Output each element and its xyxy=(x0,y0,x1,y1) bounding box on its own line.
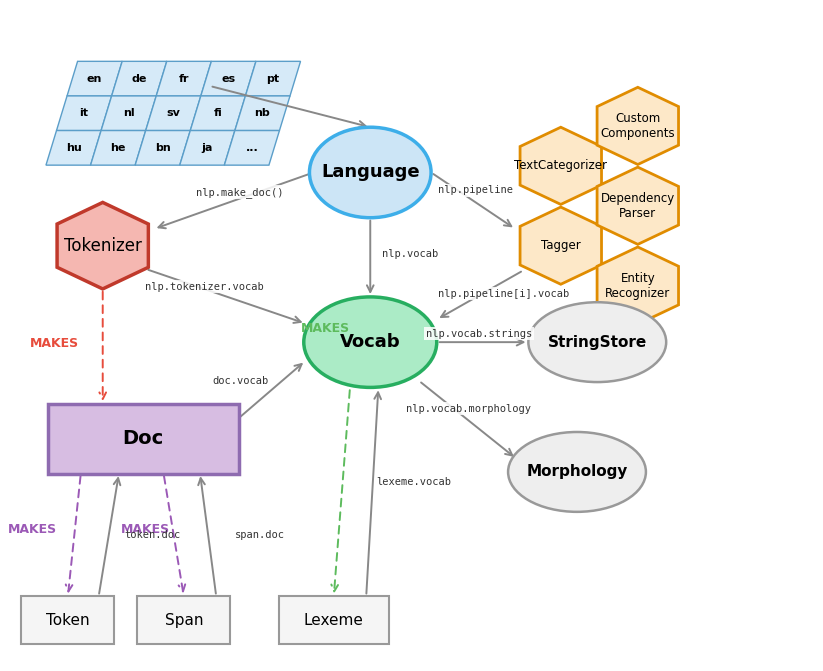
Text: MAKES: MAKES xyxy=(121,523,170,536)
FancyBboxPatch shape xyxy=(279,597,388,644)
FancyBboxPatch shape xyxy=(21,597,114,644)
Text: Tagger: Tagger xyxy=(541,239,581,252)
Text: en: en xyxy=(87,74,102,84)
Polygon shape xyxy=(190,96,245,131)
Text: token.doc: token.doc xyxy=(124,530,181,540)
Text: MAKES: MAKES xyxy=(7,523,57,536)
Text: MAKES: MAKES xyxy=(301,322,351,336)
Text: ja: ja xyxy=(202,143,213,153)
Text: nlp.make_doc(): nlp.make_doc() xyxy=(196,187,283,198)
Polygon shape xyxy=(57,203,148,289)
Polygon shape xyxy=(57,96,112,131)
Text: nlp.vocab.strings: nlp.vocab.strings xyxy=(425,329,532,338)
Polygon shape xyxy=(46,131,101,165)
Text: Custom
Components: Custom Components xyxy=(601,112,675,140)
Polygon shape xyxy=(235,96,290,131)
Text: Doc: Doc xyxy=(123,429,164,448)
Text: pt: pt xyxy=(267,74,280,84)
Text: Token: Token xyxy=(46,613,90,628)
Ellipse shape xyxy=(304,297,437,387)
Text: hu: hu xyxy=(66,143,81,153)
Text: he: he xyxy=(110,143,126,153)
Text: Dependency
Parser: Dependency Parser xyxy=(601,192,675,219)
Text: it: it xyxy=(80,108,89,118)
Text: Morphology: Morphology xyxy=(527,464,628,479)
Ellipse shape xyxy=(528,302,666,382)
Text: MAKES: MAKES xyxy=(30,337,79,350)
Polygon shape xyxy=(597,87,678,164)
FancyBboxPatch shape xyxy=(48,404,239,474)
Ellipse shape xyxy=(309,127,431,217)
Text: nl: nl xyxy=(123,108,134,118)
Polygon shape xyxy=(101,96,156,131)
Text: es: es xyxy=(221,74,235,84)
Polygon shape xyxy=(597,247,678,324)
Polygon shape xyxy=(146,96,201,131)
Polygon shape xyxy=(245,61,300,96)
Text: TextCategorizer: TextCategorizer xyxy=(514,159,607,172)
Text: span.doc: span.doc xyxy=(235,530,285,540)
Text: nlp.pipeline[i].vocab: nlp.pipeline[i].vocab xyxy=(439,289,570,299)
Polygon shape xyxy=(225,131,280,165)
Text: Language: Language xyxy=(321,164,420,181)
Text: nlp.vocab: nlp.vocab xyxy=(383,250,439,259)
Polygon shape xyxy=(179,131,235,165)
Text: ...: ... xyxy=(245,143,258,153)
Polygon shape xyxy=(520,127,602,205)
Polygon shape xyxy=(135,131,190,165)
Ellipse shape xyxy=(508,432,646,512)
Polygon shape xyxy=(156,61,212,96)
Polygon shape xyxy=(112,61,167,96)
Text: nlp.vocab.morphology: nlp.vocab.morphology xyxy=(406,404,531,414)
Polygon shape xyxy=(91,131,146,165)
Text: Tokenizer: Tokenizer xyxy=(63,237,142,255)
Text: fr: fr xyxy=(179,74,189,84)
Text: lexeme.vocab: lexeme.vocab xyxy=(377,477,452,487)
Text: Vocab: Vocab xyxy=(340,333,401,351)
Text: bn: bn xyxy=(155,143,170,153)
Text: de: de xyxy=(132,74,146,84)
Text: nb: nb xyxy=(254,108,270,118)
Text: Entity
Recognizer: Entity Recognizer xyxy=(605,272,671,299)
Polygon shape xyxy=(67,61,122,96)
Text: Lexeme: Lexeme xyxy=(304,613,364,628)
Text: doc.vocab: doc.vocab xyxy=(212,376,268,386)
Polygon shape xyxy=(597,167,678,244)
Text: StringStore: StringStore xyxy=(547,335,647,350)
Text: sv: sv xyxy=(166,108,180,118)
FancyBboxPatch shape xyxy=(137,597,230,644)
Text: nlp.tokenizer.vocab: nlp.tokenizer.vocab xyxy=(145,282,263,292)
Polygon shape xyxy=(201,61,256,96)
Text: fi: fi xyxy=(213,108,222,118)
Polygon shape xyxy=(520,207,602,285)
Text: Span: Span xyxy=(165,613,203,628)
Text: nlp.pipeline: nlp.pipeline xyxy=(438,185,514,195)
